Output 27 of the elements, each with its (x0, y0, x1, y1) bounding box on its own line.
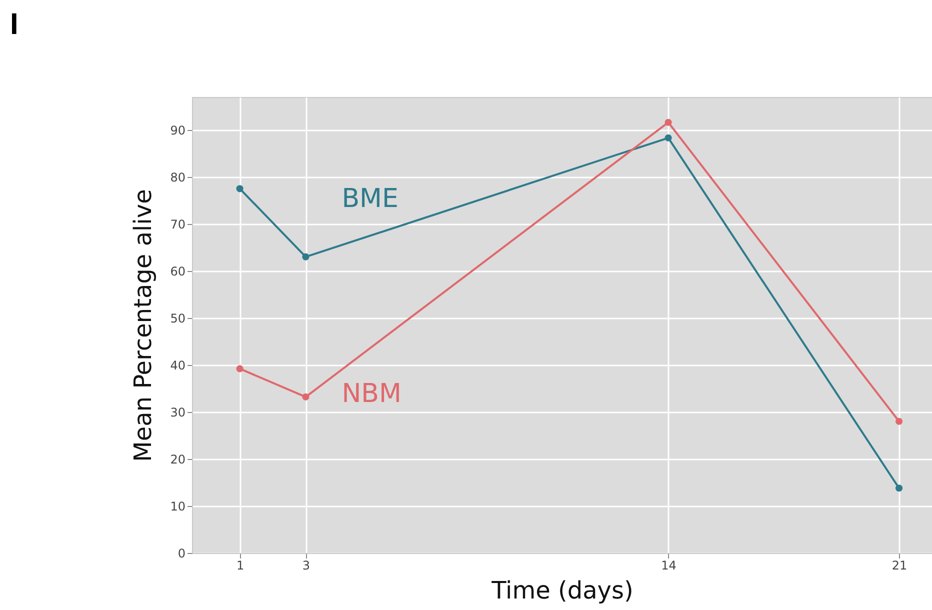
y-tick-label: 40 (170, 358, 186, 372)
point (896, 484, 903, 492)
y-tick-label: 80 (170, 170, 186, 184)
y-tick-label: 0 (178, 546, 186, 560)
series-label: BME (342, 184, 398, 214)
point (664, 118, 672, 126)
series-label: NBM (342, 378, 402, 409)
x-tick-label: 3 (302, 558, 310, 572)
text: I (10, 8, 18, 42)
point (302, 253, 310, 260)
x-tick-label: 1 (236, 558, 244, 572)
y-axis-title: Mean Percentage alive (129, 189, 158, 462)
y-tick-label: 10 (170, 499, 186, 514)
point (896, 418, 903, 425)
x-axis-title: Time (days) (490, 576, 634, 604)
x-tick-label: 21 (892, 558, 908, 572)
point (236, 185, 244, 192)
point (302, 393, 310, 400)
y-tick-label: 70 (170, 217, 186, 232)
y-tick-label: 60 (170, 264, 186, 278)
y-tick-label: 20 (170, 452, 186, 466)
point (236, 365, 244, 372)
x-tick-label: 14 (661, 558, 676, 572)
y-tick-label: 90 (170, 123, 186, 138)
y-tick-label: 30 (170, 405, 186, 420)
point (664, 134, 672, 142)
y-tick-label: 50 (170, 311, 186, 326)
